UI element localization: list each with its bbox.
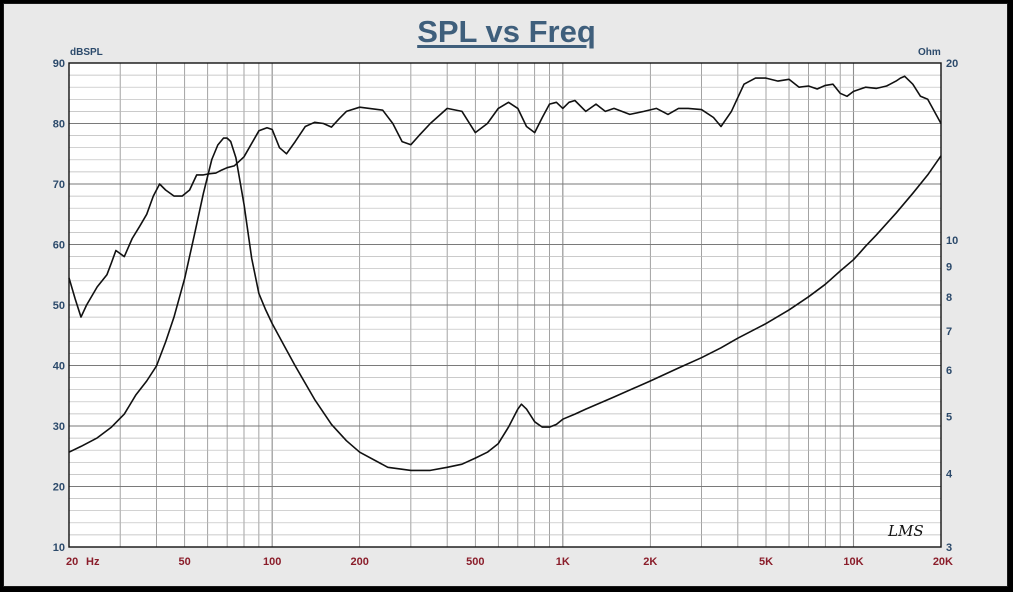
y-left-tick-label: 90 <box>53 58 65 70</box>
y-right-tick-label: 20 <box>946 58 958 70</box>
y-right-tick-label: 5 <box>946 412 952 424</box>
x-tick-label: 500 <box>466 556 484 568</box>
y-right-tick-label: 6 <box>946 365 952 377</box>
x-tick-label: 1K <box>556 556 570 568</box>
y-left-tick-label: 80 <box>53 119 65 131</box>
x-tick-label: 20 <box>66 556 78 568</box>
x-tick-label: 5K <box>759 556 773 568</box>
impedance-curve <box>68 137 942 472</box>
y-right-tick-label: 4 <box>946 469 953 481</box>
y-left-tick-label: 60 <box>53 240 65 252</box>
x-tick-label: 2K <box>643 556 657 568</box>
y-left-tick-label: 10 <box>53 542 65 554</box>
y-left-tick-label: 40 <box>53 361 65 373</box>
plot-grid <box>68 62 942 548</box>
plot-border <box>68 62 942 548</box>
y-right-axis-label: Ohm <box>918 47 941 58</box>
y-right-tick-label: 3 <box>946 542 952 554</box>
y-right-tick-label: 9 <box>946 262 952 274</box>
x-tick-label: 10K <box>843 556 863 568</box>
y-right-tick-label: 8 <box>946 292 952 304</box>
x-tick-label: 20K <box>933 556 953 568</box>
y-right-tick-label: 7 <box>946 326 952 338</box>
tick-labels: 20 50 100 200 500 1K 2K 5K 10K 20K102030405060708… <box>53 58 959 568</box>
x-tick-label: 100 <box>263 556 281 568</box>
y-right-tick-label: 10 <box>946 235 958 247</box>
y-left-axis-label: dBSPL <box>70 47 103 58</box>
spl-curve <box>68 75 942 318</box>
x-tick-label: 50 <box>179 556 191 568</box>
y-left-tick-label: 30 <box>53 421 65 433</box>
x-tick-label: 200 <box>350 556 368 568</box>
y-left-tick-label: 70 <box>53 179 65 191</box>
x-axis-unit-label: Hz <box>86 556 100 568</box>
y-left-tick-label: 20 <box>53 482 65 494</box>
y-left-tick-label: 50 <box>53 300 65 312</box>
chart-title: SPL vs Freq <box>417 14 596 49</box>
lms-watermark: LMS <box>887 522 924 540</box>
series-lines <box>68 75 942 472</box>
